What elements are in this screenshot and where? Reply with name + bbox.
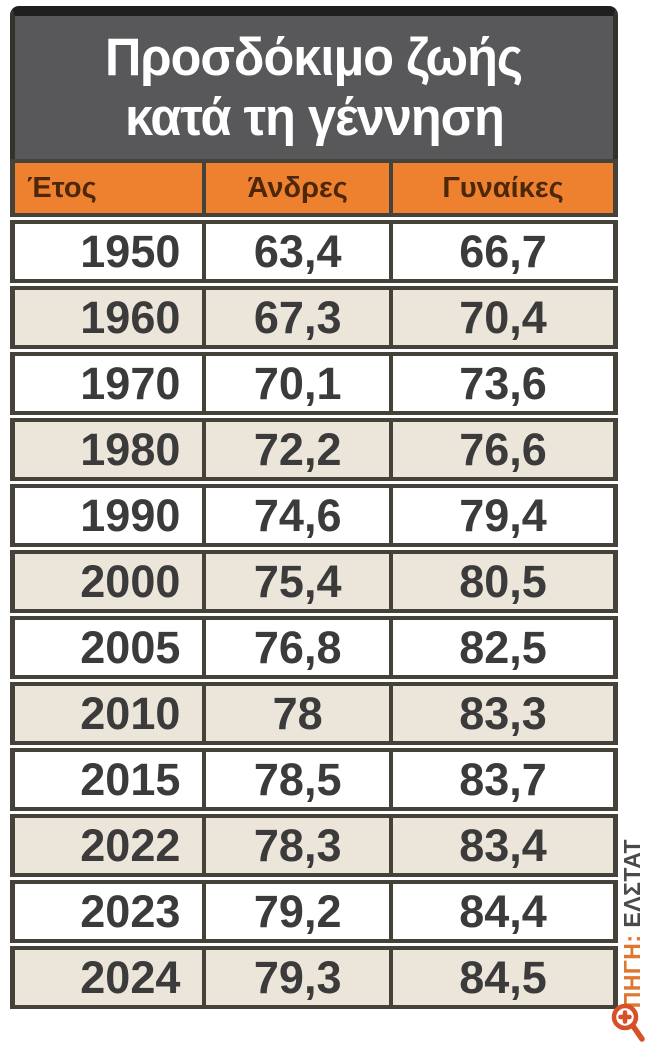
year-cell: 2022 [10,814,207,877]
women-value-cell: 73,6 [393,352,618,415]
men-value-cell: 70,1 [206,352,394,415]
column-header-women: Γυναίκες [393,159,618,217]
women-value-cell: 80,5 [393,550,618,613]
year-cell: 2005 [10,616,207,679]
year-cell: 1970 [10,352,207,415]
magnifier-plus-icon[interactable] [610,1002,648,1046]
women-value-cell: 83,4 [393,814,618,877]
title-line-1: Προσδόκιμο ζωής [105,28,523,88]
women-value-cell: 84,5 [393,946,618,1009]
men-value-cell: 79,3 [206,946,394,1009]
men-value-cell: 67,3 [206,286,394,349]
title-line-2: κατά τη γέννηση [124,87,504,147]
men-value-cell: 78,5 [206,748,394,811]
men-value-cell: 78,3 [206,814,394,877]
women-value-cell: 84,4 [393,880,618,943]
table-body: 1950 63,4 66,7 1960 67,3 70,4 1970 70,1 73,6 1980… [10,220,618,1009]
source-credit: ΠΗΓΗ: ΕΛΣΤΑΤ [619,839,646,1008]
life-expectancy-table: Έτος Άνδρες Γυναίκες 1950 63,4 66,7 1960 67,… [10,156,618,1012]
year-cell: 2015 [10,748,207,811]
women-value-cell: 83,7 [393,748,618,811]
table-row: 2024 79,3 84,5 [10,946,618,1009]
women-value-cell: 82,5 [393,616,618,679]
year-cell: 1980 [10,418,207,481]
year-cell: 2010 [10,682,207,745]
year-cell: 1960 [10,286,207,349]
table-row: 1950 63,4 66,7 [10,220,618,283]
source-label: ΠΗΓΗ: [619,934,645,1008]
table-row: 1970 70,1 73,6 [10,352,618,415]
women-value-cell: 70,4 [393,286,618,349]
men-value-cell: 74,6 [206,484,394,547]
table-row: 2022 78,3 83,4 [10,814,618,877]
men-value-cell: 76,8 [206,616,394,679]
men-value-cell: 75,4 [206,550,394,613]
year-cell: 1950 [10,220,207,283]
men-value-cell: 79,2 [206,880,394,943]
year-cell: 2024 [10,946,207,1009]
year-cell: 2000 [10,550,207,613]
women-value-cell: 83,3 [393,682,618,745]
table-row: 2000 75,4 80,5 [10,550,618,613]
table-row: 2005 76,8 82,5 [10,616,618,679]
men-value-cell: 72,2 [206,418,394,481]
table-header-row: Έτος Άνδρες Γυναίκες [10,159,618,217]
table-row: 1960 67,3 70,4 [10,286,618,349]
table-row: 1980 72,2 76,6 [10,418,618,481]
table-row: 2023 79,2 84,4 [10,880,618,943]
column-header-men: Άνδρες [206,159,394,217]
table-row: 1990 74,6 79,4 [10,484,618,547]
year-cell: 1990 [10,484,207,547]
infographic-title: Προσδόκιμο ζωής κατά τη γέννηση [10,6,618,159]
year-cell: 2023 [10,880,207,943]
life-expectancy-infographic: Προσδόκιμο ζωής κατά τη γέννηση Έτος Άνδ… [10,6,618,1012]
men-value-cell: 78 [206,682,394,745]
table-row: 2010 78 83,3 [10,682,618,745]
column-header-year: Έτος [10,159,207,217]
table-row: 2015 78,5 83,7 [10,748,618,811]
women-value-cell: 66,7 [393,220,618,283]
men-value-cell: 63,4 [206,220,394,283]
women-value-cell: 79,4 [393,484,618,547]
source-name: ΕΛΣΤΑΤ [619,838,645,935]
women-value-cell: 76,6 [393,418,618,481]
